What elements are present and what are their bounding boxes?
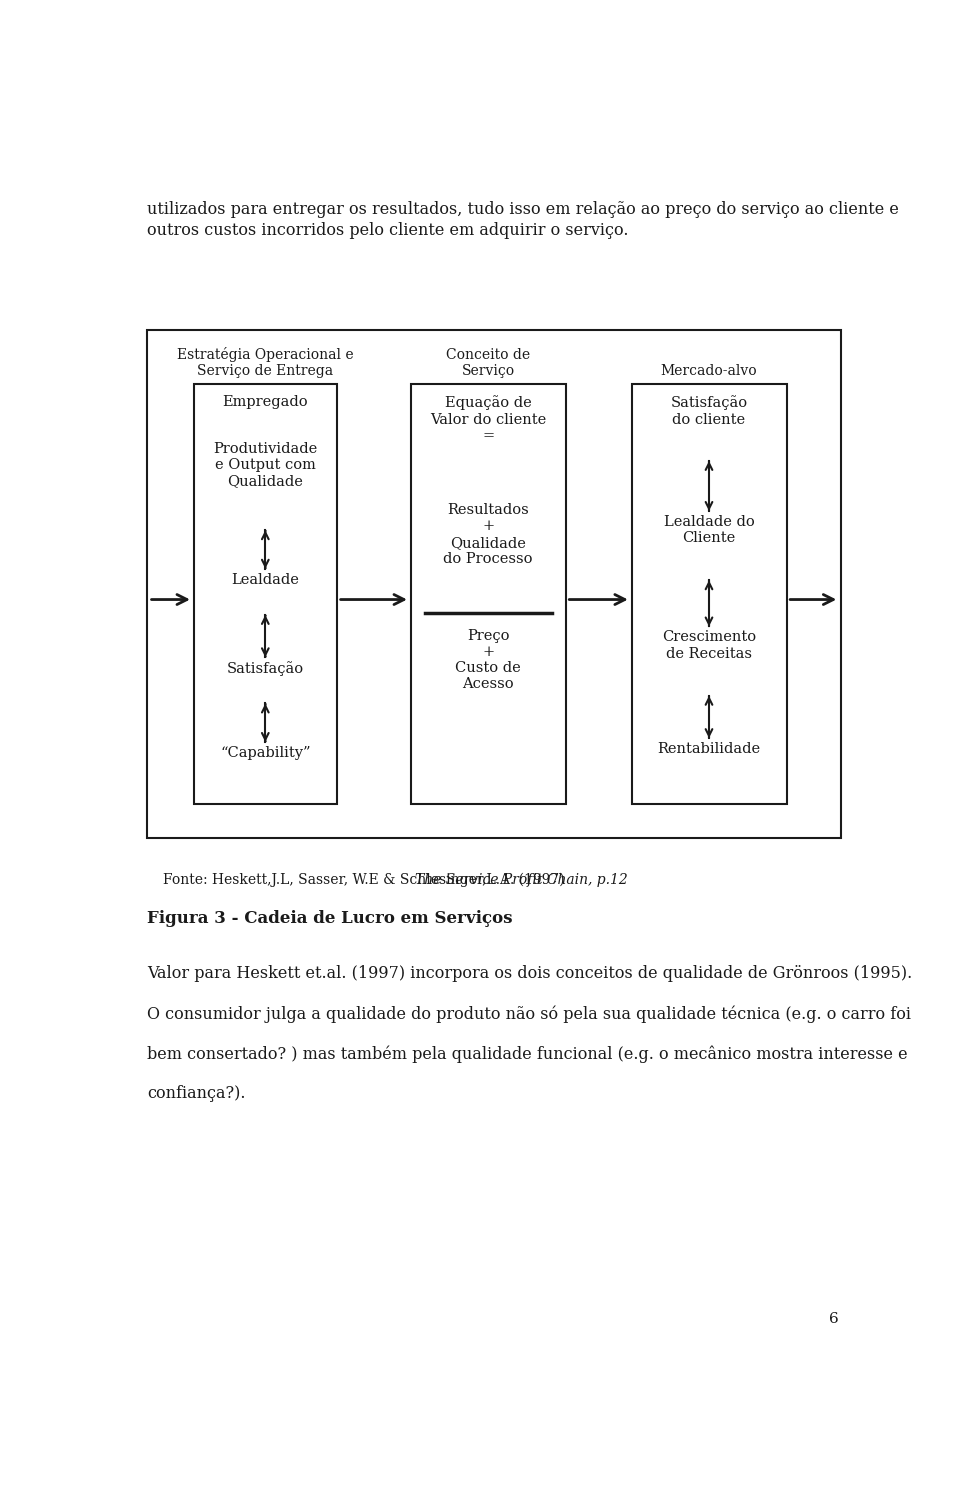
Bar <box>194 384 337 803</box>
Text: Lealdade do
Cliente: Lealdade do Cliente <box>663 514 755 546</box>
Bar <box>632 384 786 803</box>
Bar <box>411 384 565 803</box>
Text: Produtividade
e Output com
Qualidade: Produtividade e Output com Qualidade <box>213 442 318 489</box>
Text: Mercado-alvo: Mercado-alvo <box>660 364 757 378</box>
Text: Empregado: Empregado <box>223 396 308 409</box>
Text: Valor para Heskett et.al. (1997) incorpora os dois conceitos de qualidade de Grö: Valor para Heskett et.al. (1997) incorpo… <box>147 965 912 982</box>
Text: bem consertado? ) mas também pela qualidade funcional (e.g. o mecânico mostra in: bem consertado? ) mas também pela qualid… <box>147 1045 908 1063</box>
Text: outros custos incorridos pelo cliente em adquirir o serviço.: outros custos incorridos pelo cliente em… <box>147 222 629 240</box>
Text: 6: 6 <box>829 1312 839 1325</box>
Bar <box>147 330 841 838</box>
Text: “Capability”: “Capability” <box>220 747 311 760</box>
Text: confiança?).: confiança?). <box>147 1085 246 1102</box>
Text: Crescimento
de Receitas: Crescimento de Receitas <box>662 631 756 661</box>
Text: Resultados
+
Qualidade
do Processo: Resultados + Qualidade do Processo <box>444 504 533 567</box>
Text: Fonte: Heskett,J.L, Sasser, W.E & Schlesinger,L.A. (1997): Fonte: Heskett,J.L, Sasser, W.E & Schles… <box>162 872 568 887</box>
Text: Rentabilidade: Rentabilidade <box>658 742 760 755</box>
Text: Estratégia Operacional e
Serviço de Entrega: Estratégia Operacional e Serviço de Entr… <box>177 346 353 378</box>
Text: Conceito de
Serviço: Conceito de Serviço <box>446 348 530 378</box>
Text: Lealdade: Lealdade <box>231 573 300 586</box>
Text: utilizados para entregar os resultados, tudo isso em relação ao preço do serviço: utilizados para entregar os resultados, … <box>147 201 899 219</box>
Text: Equação de
Valor do cliente
=: Equação de Valor do cliente = <box>430 396 546 442</box>
Text: Preço
+
Custo de
Acesso: Preço + Custo de Acesso <box>455 628 521 691</box>
Text: The Service Profit Chain, p.12: The Service Profit Chain, p.12 <box>416 872 628 887</box>
Text: O consumidor julga a qualidade do produto não só pela sua qualidade técnica (e.g: O consumidor julga a qualidade do produt… <box>147 1006 911 1022</box>
Text: Satisfação
do cliente: Satisfação do cliente <box>670 396 748 427</box>
Text: Satisfação: Satisfação <box>227 661 304 676</box>
Text: Figura 3 - Cadeia de Lucro em Serviços: Figura 3 - Cadeia de Lucro em Serviços <box>147 910 513 926</box>
